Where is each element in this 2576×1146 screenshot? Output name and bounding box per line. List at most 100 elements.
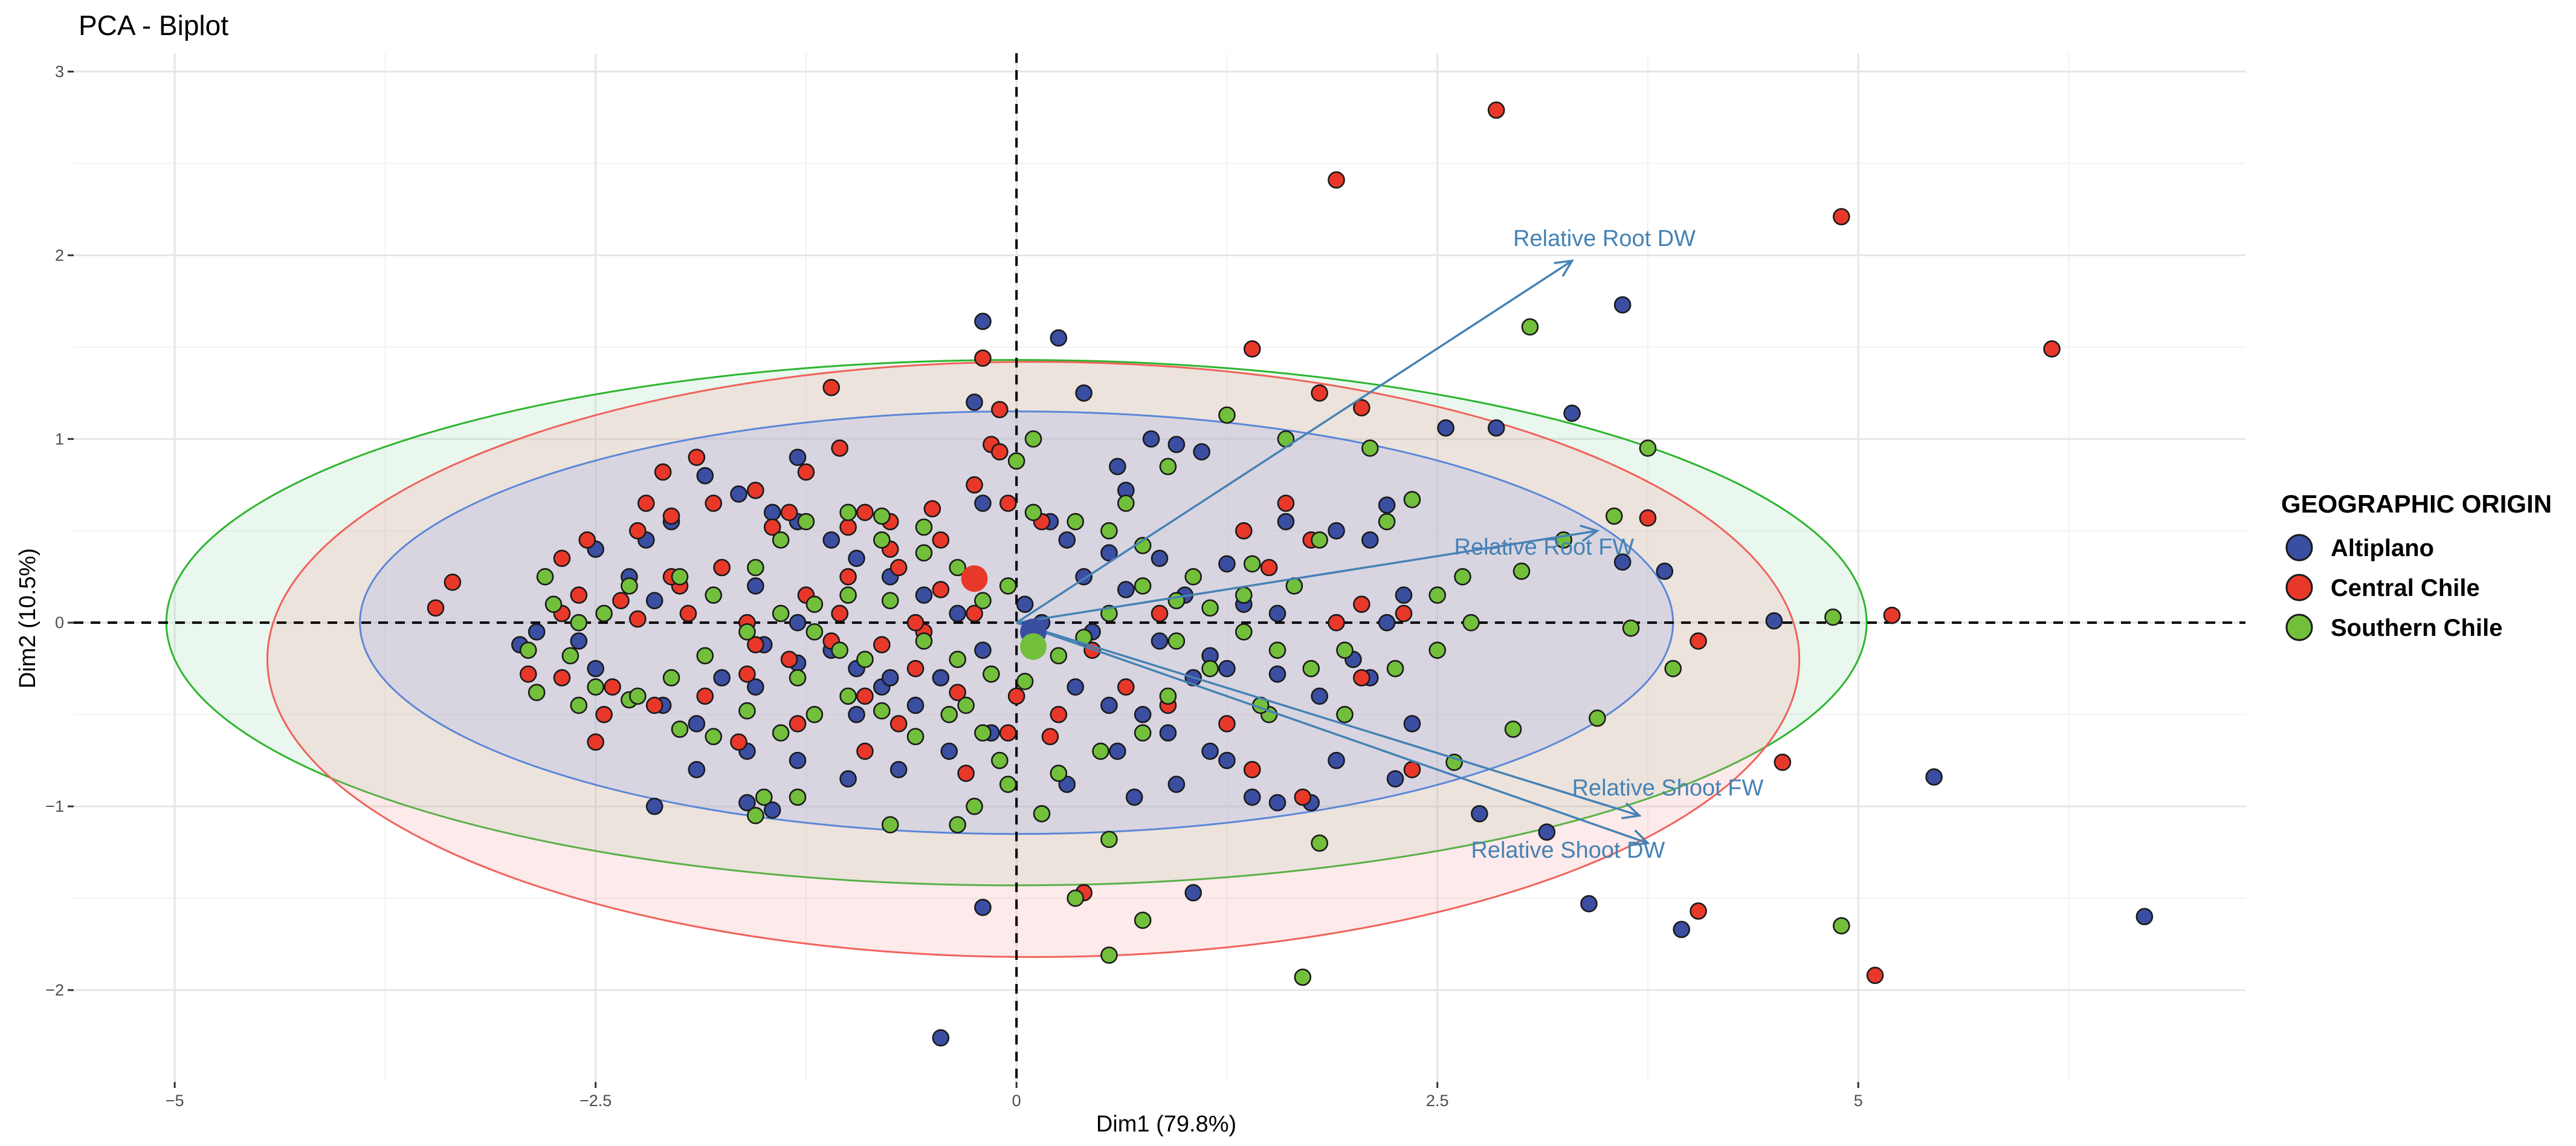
loading-label: Relative Root DW	[1513, 226, 1696, 251]
point-altiplano	[1218, 751, 1236, 769]
point-altiplano	[645, 797, 663, 815]
point-southern-chile	[1159, 687, 1177, 705]
point-southern-chile	[1067, 889, 1084, 907]
point-altiplano	[1218, 555, 1236, 573]
point-southern-chile	[805, 595, 824, 613]
point-central-chile	[578, 531, 596, 549]
point-southern-chile	[1589, 709, 1606, 727]
point-southern-chile	[738, 623, 756, 641]
point-altiplano	[763, 503, 781, 522]
y-axis-ticks: −2 −1 0 1 2 3	[45, 62, 74, 999]
y-tick-label: −2	[45, 981, 64, 999]
point-central-chile	[696, 687, 714, 705]
point-southern-chile	[747, 558, 764, 577]
point-altiplano	[688, 761, 706, 779]
legend-entries: Altiplano Central Chile Southern Chile	[2281, 529, 2502, 646]
loading-label: Relative Root FW	[1454, 535, 1635, 560]
point-altiplano	[1268, 665, 1286, 683]
point-southern-chile	[1184, 568, 1202, 586]
loading-arrow-shaft	[1016, 529, 1598, 624]
point-central-chile	[856, 742, 874, 760]
point-southern-chile	[772, 724, 790, 742]
point-southern-chile	[940, 705, 958, 724]
point-southern-chile	[949, 558, 966, 577]
point-central-chile	[637, 494, 655, 512]
point-southern-chile	[1336, 705, 1354, 724]
legend-marker-central-chile	[2285, 574, 2313, 601]
legend-title: GEOGRAPHIC ORIGIN	[2281, 490, 2552, 518]
point-central-chile	[1403, 761, 1421, 779]
point-central-chile	[1260, 558, 1278, 577]
y-tick-label: −1	[45, 797, 64, 815]
point-southern-chile	[1007, 452, 1025, 470]
point-central-chile	[688, 448, 706, 466]
point-central-chile	[1218, 715, 1236, 733]
point-altiplano	[1471, 804, 1488, 823]
point-central-chile	[1690, 632, 1707, 650]
point-southern-chile	[705, 586, 722, 604]
point-central-chile	[999, 494, 1017, 512]
point-altiplano	[1277, 513, 1295, 531]
point-southern-chile	[805, 623, 824, 641]
point-central-chile	[1328, 171, 1345, 189]
point-southern-chile	[671, 720, 689, 738]
point-altiplano	[528, 623, 546, 641]
point-southern-chile	[1664, 659, 1682, 678]
point-altiplano	[570, 632, 588, 650]
point-central-chile	[822, 378, 841, 397]
point-central-chile	[1353, 669, 1370, 687]
point-central-chile	[427, 599, 445, 617]
point-southern-chile	[1024, 503, 1042, 522]
point-southern-chile	[1302, 659, 1320, 678]
loading-arrows	[1016, 259, 1650, 847]
point-southern-chile	[949, 816, 966, 834]
point-altiplano	[1100, 696, 1118, 714]
point-southern-chile	[544, 595, 563, 613]
point-central-chile	[831, 439, 848, 457]
point-southern-chile	[999, 775, 1017, 793]
point-southern-chile	[1117, 494, 1135, 512]
y-tick-label: 3	[55, 62, 64, 80]
point-altiplano	[1016, 595, 1034, 613]
point-central-chile	[991, 443, 1009, 461]
point-southern-chile	[881, 592, 899, 610]
y-axis-label: Dim2 (10.5%)	[15, 548, 40, 688]
point-southern-chile	[915, 544, 933, 562]
point-altiplano	[1656, 562, 1674, 580]
point-altiplano	[1925, 768, 1943, 786]
point-altiplano	[1151, 549, 1169, 568]
point-southern-chile	[949, 650, 966, 668]
point-altiplano	[1125, 788, 1143, 806]
point-altiplano	[1075, 384, 1093, 402]
loading-arrow-head	[1629, 829, 1650, 847]
point-central-chile	[1487, 101, 1505, 119]
point-southern-chile	[561, 647, 579, 665]
point-southern-chile	[1100, 522, 1118, 540]
point-altiplano	[789, 751, 807, 769]
point-southern-chile	[797, 513, 815, 531]
point-southern-chile	[983, 665, 1000, 683]
x-tick-label: −5	[166, 1092, 184, 1110]
point-altiplano	[1100, 544, 1118, 562]
point-altiplano	[1328, 751, 1345, 769]
point-central-chile	[629, 522, 647, 540]
point-central-chile	[679, 604, 697, 623]
point-central-chile	[1294, 788, 1312, 806]
point-altiplano	[1378, 496, 1396, 514]
point-central-chile	[1117, 678, 1135, 696]
loading-arrow-head	[1554, 259, 1574, 277]
point-central-chile	[747, 482, 764, 499]
point-southern-chile	[1512, 562, 1531, 580]
point-southern-chile	[1454, 568, 1471, 586]
point-southern-chile	[595, 604, 613, 623]
point-altiplano	[645, 592, 663, 610]
point-altiplano	[730, 485, 747, 503]
point-southern-chile	[747, 807, 764, 824]
point-southern-chile	[1521, 318, 1539, 336]
point-altiplano	[763, 801, 781, 819]
point-southern-chile	[966, 797, 983, 815]
point-southern-chile	[1428, 641, 1446, 659]
point-central-chile	[2043, 340, 2061, 358]
point-southern-chile	[915, 632, 933, 650]
